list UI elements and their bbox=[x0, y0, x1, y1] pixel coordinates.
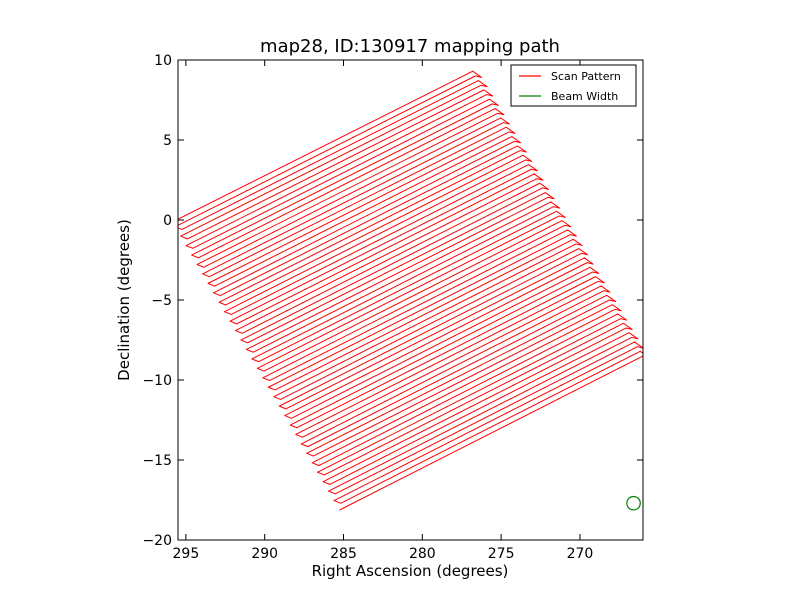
x-tick-label: 285 bbox=[330, 546, 357, 562]
x-axis-ticks: 295 290 285 280 275 270 bbox=[173, 60, 594, 562]
x-tick-label: 270 bbox=[567, 546, 594, 562]
chart-title: map28, ID:130917 mapping path bbox=[260, 36, 560, 57]
x-tick-label: 275 bbox=[488, 546, 515, 562]
legend-label-beam-width: Beam Width bbox=[551, 90, 618, 103]
legend-label-scan-pattern: Scan Pattern bbox=[551, 70, 621, 83]
y-tick-label: −10 bbox=[142, 373, 172, 389]
legend-box bbox=[510, 64, 637, 107]
y-tick-label: 0 bbox=[163, 213, 172, 229]
scan-pattern-path bbox=[178, 70, 643, 511]
x-axis-label: Right Ascension (degrees) bbox=[312, 562, 509, 580]
y-tick-label: 10 bbox=[154, 53, 172, 69]
x-tick-label: 295 bbox=[173, 546, 200, 562]
y-tick-label: −15 bbox=[142, 453, 172, 469]
y-tick-label: −20 bbox=[142, 533, 172, 549]
y-tick-label: 5 bbox=[163, 133, 172, 149]
beam-width-circle bbox=[626, 495, 641, 511]
y-axis-label: Declination (degrees) bbox=[115, 219, 133, 381]
x-tick-label: 280 bbox=[409, 546, 436, 562]
beam-width-marker bbox=[626, 495, 641, 511]
y-tick-label: −5 bbox=[151, 293, 172, 309]
scan-pattern-lines bbox=[178, 70, 643, 511]
x-tick-label: 290 bbox=[251, 546, 278, 562]
plot-area bbox=[177, 59, 644, 541]
y-axis-ticks: 10 5 0 −5 −10 −15 −20 bbox=[142, 53, 643, 549]
legend: Scan Pattern Beam Width bbox=[510, 64, 637, 107]
